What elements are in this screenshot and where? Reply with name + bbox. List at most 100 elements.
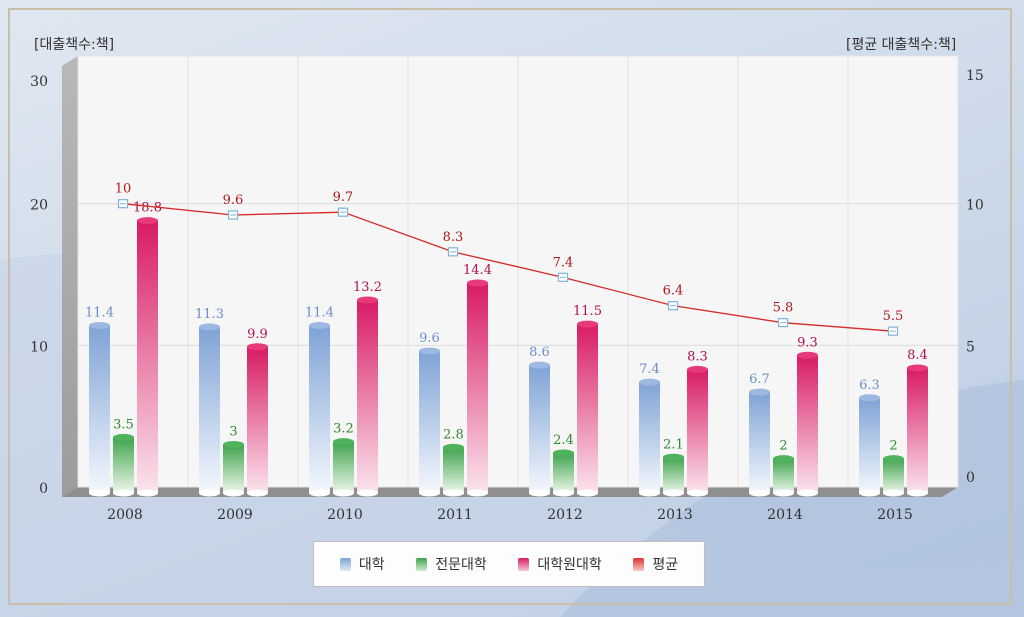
average-line-marker xyxy=(887,326,899,336)
bar-graduate-school-label: 9.3 xyxy=(797,335,818,350)
average-line-marker xyxy=(117,199,129,209)
bar-graduate-school xyxy=(687,365,708,497)
x-tick-label: 2012 xyxy=(547,507,583,523)
legend-item-university[interactable]: 대학 xyxy=(339,554,385,574)
average-line-marker xyxy=(337,207,349,217)
legend-item-college[interactable]: 전문대학 xyxy=(416,554,487,574)
bar-university xyxy=(529,361,550,497)
legend-swatch-graduate-school xyxy=(518,557,530,571)
bar-university-label: 7.4 xyxy=(639,362,660,377)
bar-college xyxy=(443,443,464,497)
bar-college-label: 3.5 xyxy=(113,417,134,432)
legend-label-university: 대학 xyxy=(358,557,385,573)
legend-swatch-university xyxy=(339,557,351,571)
average-line-label: 8.3 xyxy=(443,230,464,245)
bar-graduate-school xyxy=(797,351,818,497)
average-line-marker xyxy=(557,272,569,282)
bar-college-label: 2.4 xyxy=(553,433,574,448)
y-tick-label: 0 xyxy=(39,481,48,497)
y2-tick-label: 0 xyxy=(966,470,975,486)
y2-axis-title: [평균 대출책수:책] xyxy=(846,37,957,53)
bar-university-label: 8.6 xyxy=(529,345,550,360)
bar-university xyxy=(89,322,110,497)
legend-item-average[interactable]: 평균 xyxy=(633,554,678,574)
bar-college-label: 2.8 xyxy=(443,427,464,442)
y-tick-label: 20 xyxy=(30,198,48,214)
left-wall xyxy=(62,56,78,497)
legend-item-graduate-school[interactable]: 대학원대학 xyxy=(518,554,602,574)
x-tick-label: 2014 xyxy=(767,507,803,523)
average-line-marker xyxy=(227,210,239,220)
average-line-marker xyxy=(447,247,459,257)
bar-college-label: 2.1 xyxy=(663,437,684,452)
x-axis: 2008 2009 2010 2011 2012 2013 2014 2015 xyxy=(107,507,913,523)
bar-university xyxy=(309,322,330,497)
bar-graduate-school-label: 13.2 xyxy=(353,280,382,295)
average-line-marker xyxy=(777,318,789,328)
average-line-path xyxy=(122,203,894,332)
average-line-label: 9.7 xyxy=(333,190,354,205)
bar-university xyxy=(749,388,770,497)
bars xyxy=(89,217,928,497)
y-tick-label: 10 xyxy=(30,339,48,355)
bar-college xyxy=(553,449,574,497)
x-tick-label: 2015 xyxy=(877,507,913,523)
bar-graduate-school-label: 9.9 xyxy=(247,327,268,342)
bar-university-label: 11.4 xyxy=(85,306,114,321)
legend-swatch-college xyxy=(416,557,428,571)
y-axis-right: 0 5 10 15 xyxy=(966,68,984,486)
bar-university-label: 11.4 xyxy=(305,306,334,321)
bar-university xyxy=(639,378,660,497)
bar-graduate-school xyxy=(907,364,928,497)
bar-university xyxy=(419,347,440,497)
bar-graduate-school xyxy=(137,217,158,497)
legend-label-college: 전문대학 xyxy=(435,557,487,573)
bar-college xyxy=(663,453,684,497)
bar-university xyxy=(859,394,880,497)
bar-university-label: 6.3 xyxy=(859,378,880,393)
average-line-label: 5.5 xyxy=(883,309,904,324)
y2-tick-label: 5 xyxy=(966,339,975,355)
gridlines xyxy=(78,56,958,487)
x-tick-label: 2013 xyxy=(657,507,693,523)
bar-university-label: 11.3 xyxy=(195,307,224,322)
bar-college xyxy=(333,438,354,497)
bar-university-label: 6.7 xyxy=(749,372,770,387)
bar-college xyxy=(113,433,134,497)
x-tick-label: 2011 xyxy=(437,507,473,523)
bar-graduate-school-label: 8.4 xyxy=(907,348,928,363)
bar-college-label: 2 xyxy=(889,439,897,454)
average-line-label: 5.8 xyxy=(773,301,794,316)
bar-college xyxy=(773,455,794,497)
bar-labels: 11.4 3.5 18.8 11.3 3 9.9 11.4 3.2 13.2 9.6 2.8 14.4… xyxy=(85,201,928,454)
bar-graduate-school-label: 11.5 xyxy=(573,304,602,319)
bar-college-label: 3 xyxy=(229,425,237,440)
x-tick-label: 2008 xyxy=(107,507,143,523)
bar-graduate-school xyxy=(577,320,598,497)
legend-label-graduate-school: 대학원대학 xyxy=(537,557,602,573)
bar-graduate-school-label: 18.8 xyxy=(133,201,162,216)
bar-graduate-school-label: 8.3 xyxy=(687,349,708,364)
average-line-label: 10 xyxy=(115,182,132,197)
bar-university-label: 9.6 xyxy=(419,331,440,346)
y-axis-title: [대출책수:책] xyxy=(34,37,115,53)
average-line-label: 7.4 xyxy=(553,255,574,270)
bar-college-label: 2 xyxy=(779,439,787,454)
plot-area xyxy=(62,55,959,497)
bar-graduate-school xyxy=(247,343,268,497)
average-line-label: 6.4 xyxy=(663,284,684,299)
legend: 대학 전문대학 대학원대학 평균 xyxy=(313,541,705,587)
bar-college xyxy=(223,441,244,497)
y2-tick-label: 10 xyxy=(966,198,984,214)
average-line-marker xyxy=(667,301,679,311)
y-tick-label: 30 xyxy=(30,74,48,90)
x-tick-label: 2009 xyxy=(217,507,253,523)
floor xyxy=(62,487,958,497)
bar-university xyxy=(199,323,220,497)
bar-graduate-school xyxy=(357,296,378,497)
average-line-label: 9.6 xyxy=(223,193,244,208)
bar-college xyxy=(883,455,904,497)
bar-college-label: 3.2 xyxy=(333,422,354,437)
